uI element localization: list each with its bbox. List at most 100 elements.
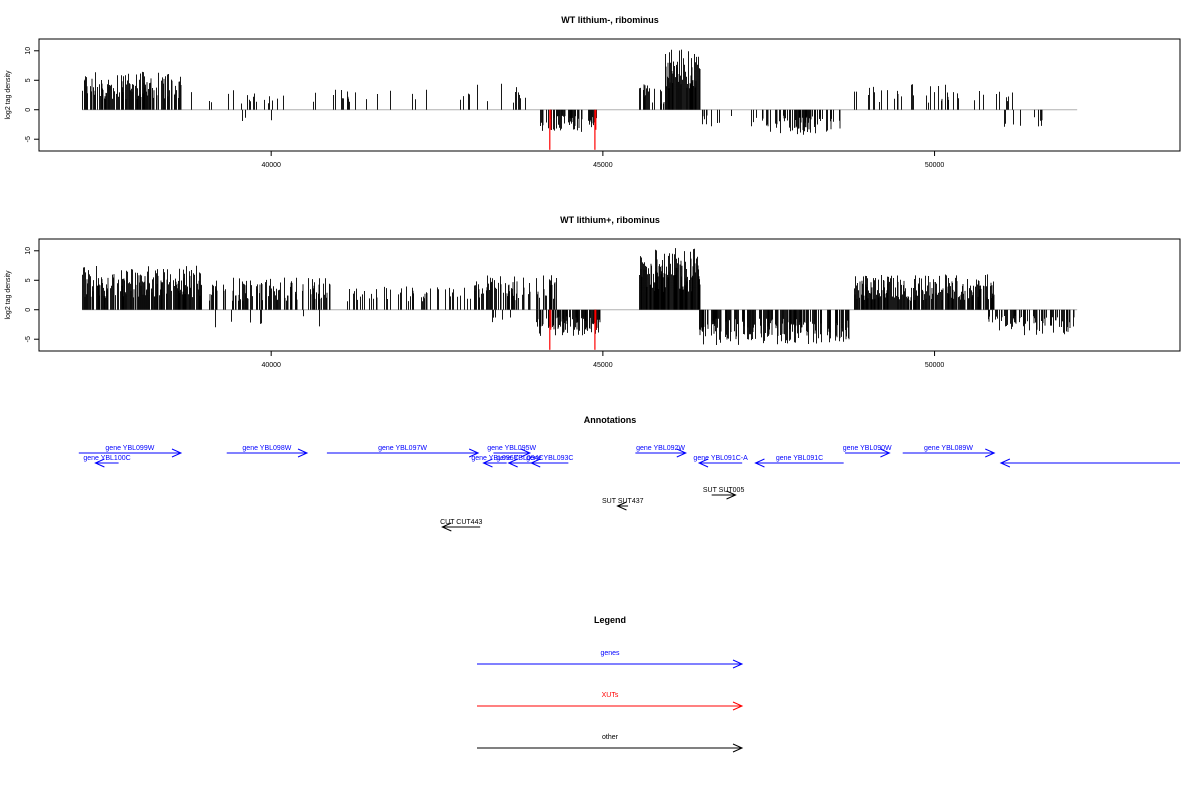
feature-label: gene YBL095W (487, 445, 536, 452)
legend-label: XUTs (602, 692, 619, 699)
annotation-feature: CUT CUT443 (440, 519, 482, 532)
arrow-head-left (697, 458, 709, 468)
annotation-feature: gene YBL094C (496, 455, 544, 468)
track1-x-axis: 40000 45000 50000 (261, 151, 944, 169)
track2-signal (82, 248, 1078, 350)
arrow-head-right (985, 448, 996, 458)
feature-label: SUT SUT437 (602, 498, 644, 505)
arrow-head-right (520, 448, 532, 458)
legend-label: other (602, 734, 619, 741)
arrow-head-left (482, 458, 493, 468)
minus-strand-bars (492, 309, 511, 323)
x-tick-label: 50000 (925, 162, 945, 169)
y-tick-label: 10 (25, 247, 32, 255)
minus-strand-bars (702, 109, 764, 127)
legend: genes XUTs other (477, 650, 744, 753)
minus-strand-bars (988, 309, 1075, 336)
track1-plot-frame (38, 38, 1181, 152)
plus-strand-bars (82, 265, 202, 310)
legend-arrow-head (732, 743, 744, 753)
plus-strand-bars (665, 49, 701, 110)
plus-strand-bars (191, 92, 210, 110)
minus-strand-bars (699, 309, 850, 345)
feature-label: gene YBL091C-A (693, 455, 748, 462)
annotation-feature: gene YBL098W (226, 445, 309, 458)
plus-strand-bars (211, 89, 470, 110)
arrow-head-right (676, 448, 688, 458)
minus-strand-bars (540, 109, 597, 132)
legend-item: other (477, 734, 744, 753)
arrow-head-left (616, 501, 627, 511)
plus-strand-bars (347, 286, 468, 310)
annotation-feature: gene YBL099W (78, 445, 183, 458)
x-tick-label: 40000 (261, 162, 281, 169)
track1-y-axis: -5 0 5 10 (25, 47, 39, 142)
feature-label: SUT SUT005 (703, 487, 745, 494)
legend-arrow-head (732, 659, 744, 669)
y-tick-label: -5 (25, 336, 32, 342)
annotation-feature: gene YBL092W (635, 445, 688, 458)
feature-label: gene YBL092W (636, 445, 685, 452)
plus-strand-bars (854, 274, 995, 310)
minus-strand-bars (1004, 109, 1043, 127)
plus-strand-bars (639, 84, 665, 110)
arrow-head-left (754, 458, 765, 468)
legend-arrow-head (732, 701, 744, 711)
feature-label: gene YBL096C (471, 455, 518, 462)
annotations-track: gene YBL100C gene YBL099W gene YBL098W gene… (78, 445, 1180, 532)
arrow-head-left (529, 458, 541, 468)
minus-strand-bars (215, 309, 320, 328)
annotation-feature: gene YBL096C (471, 455, 519, 468)
arrow-head-left (441, 522, 452, 532)
plus-strand-bars (477, 83, 526, 110)
y-tick-label: 0 (25, 108, 32, 112)
track1-signal (82, 49, 1078, 150)
plus-strand-bars (82, 71, 182, 110)
annotation-feature: gene YBL091C-A (693, 455, 748, 468)
annotation-feature: gene YBL093C (526, 455, 573, 468)
legend-label: genes (600, 650, 620, 657)
plus-strand-bars (209, 277, 331, 310)
plus-strand-bars (639, 248, 701, 310)
legend-title: Legend (594, 615, 626, 625)
annotation-feature: gene YBL100C (83, 455, 131, 468)
x-tick-label: 45000 (593, 162, 613, 169)
annotation-feature: gene YBL090W (843, 445, 892, 458)
arrow-head-right (297, 448, 309, 458)
track1-title: WT lithium-, ribominus (561, 15, 659, 25)
feature-label: gene YBL091C (776, 455, 823, 462)
plus-strand-bars (854, 84, 1013, 110)
arrow-head-right (171, 448, 183, 458)
arrow-head-right (880, 448, 891, 458)
track2-plot-frame (38, 238, 1181, 352)
arrow-head-left (999, 458, 1011, 468)
feature-label: gene YBL097W (378, 445, 427, 452)
feature-label: gene YBL094C (496, 455, 543, 462)
track1-ylabel: log2 tag density (5, 70, 12, 120)
legend-item: XUTs (477, 692, 744, 711)
track2-ylabel: log2 tag density (5, 270, 12, 320)
y-tick-label: 10 (25, 47, 32, 55)
feature-label: gene YBL099W (105, 445, 154, 452)
annotation-feature: SUT SUT005 (703, 487, 745, 500)
annotation-feature: SUT SUT437 (602, 498, 644, 511)
minus-strand-bars (762, 109, 841, 135)
arrow-head-right (468, 448, 480, 458)
x-tick-label: 50000 (925, 362, 945, 369)
minus-strand-bars (536, 309, 601, 336)
arrow-head-left (507, 458, 518, 468)
feature-label: gene YBL089W (924, 445, 973, 452)
track2-x-axis: 40000 45000 50000 (261, 351, 944, 369)
plus-strand-bars (470, 275, 557, 310)
track2-y-axis: -5 0 5 10 (25, 247, 39, 342)
feature-label: gene YBL093C (526, 455, 573, 462)
annotation-feature (999, 458, 1180, 468)
annotation-feature: gene YBL089W (902, 445, 996, 458)
feature-label: CUT CUT443 (440, 519, 482, 526)
x-tick-label: 45000 (593, 362, 613, 369)
annotation-feature: gene YBL097W (326, 445, 480, 458)
minus-strand-bars (242, 109, 272, 121)
feature-label: gene YBL100C (83, 455, 130, 462)
legend-item: genes (477, 650, 744, 669)
